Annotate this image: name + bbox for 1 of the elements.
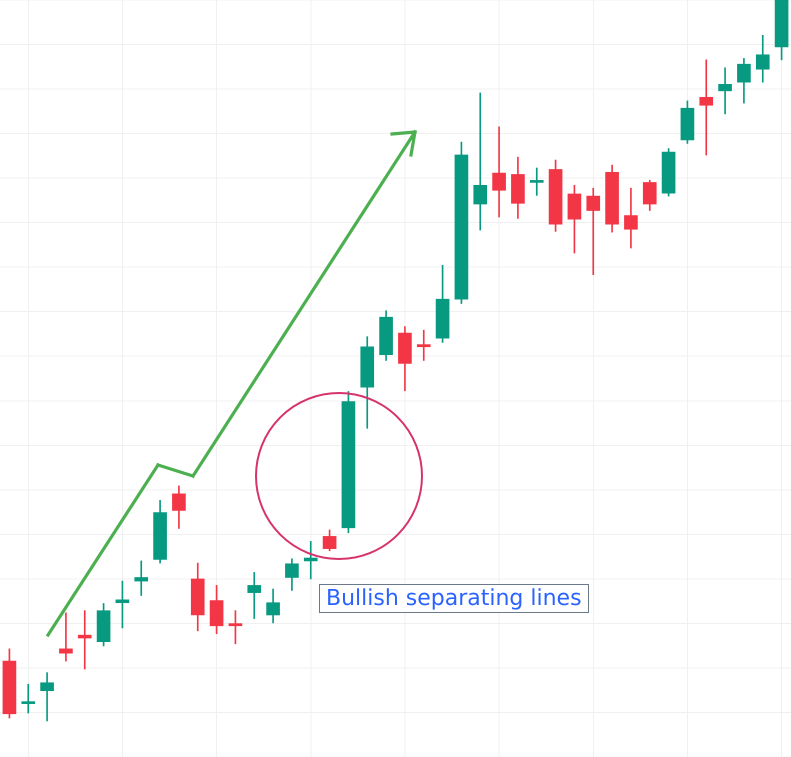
annotation: Bullish separating lines — [319, 584, 589, 613]
